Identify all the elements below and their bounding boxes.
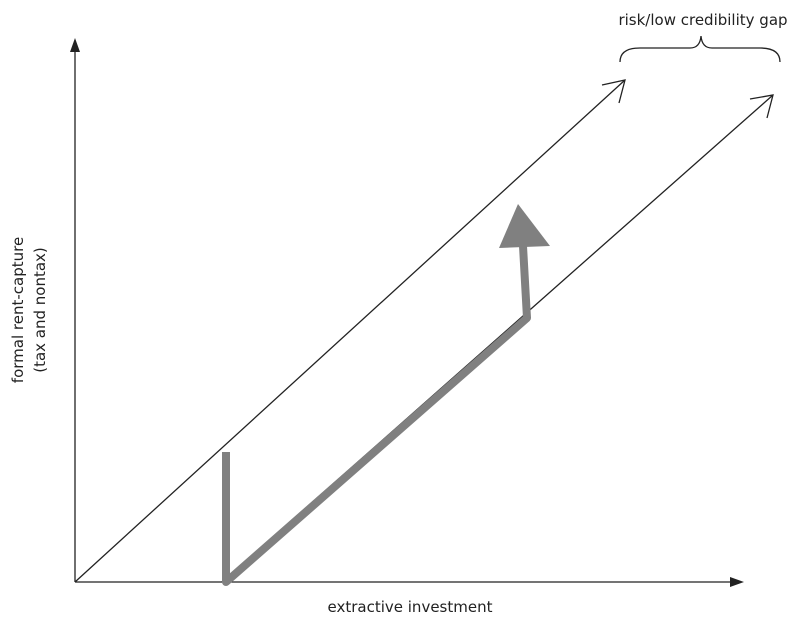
annotation: risk/low credibility gap — [618, 11, 787, 29]
upper-line — [74, 79, 626, 583]
trend-lines — [74, 79, 774, 583]
path — [222, 245, 531, 586]
x-arrowhead — [730, 577, 744, 587]
y-arrowhead — [70, 38, 80, 52]
y-axis-sublabel: (tax and nontax) — [31, 247, 49, 373]
lower-arrowhead — [749, 94, 774, 119]
brace — [619, 35, 781, 63]
upper-arrowhead — [601, 79, 626, 104]
x-axis-label: extractive investment — [328, 598, 493, 616]
y-axis-label: formal rent-capture — [9, 237, 27, 383]
path-arrowhead — [499, 204, 550, 248]
axes — [74, 46, 736, 583]
